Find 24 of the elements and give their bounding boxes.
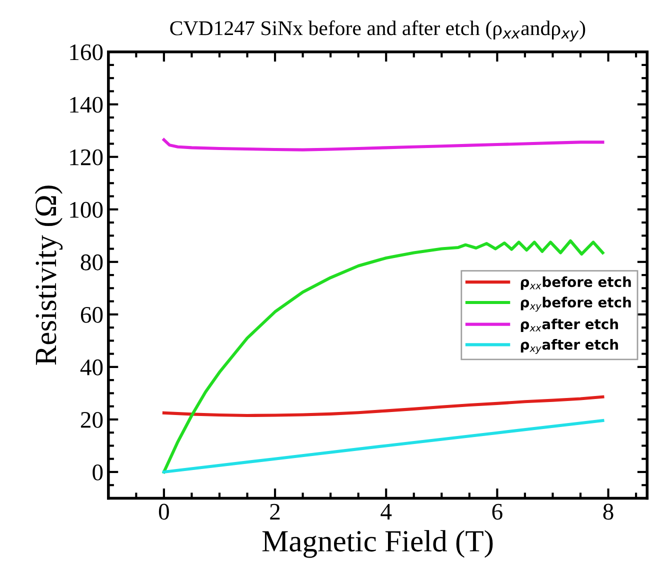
- line-series: [162, 138, 604, 152]
- legend-label: ρ$_{xx}$before etch: [520, 276, 631, 290]
- y-tick-label: 60: [80, 306, 103, 323]
- x-tick-label: 4: [380, 504, 392, 520]
- y-axis-title: Resistivity (Ω): [34, 186, 63, 365]
- legend-label: ρ$_{xy}$before etch: [520, 296, 631, 312]
- y-tick-label: 120: [70, 149, 103, 166]
- x-tick-label: 6: [492, 504, 502, 520]
- x-tick-label: 8: [603, 504, 614, 520]
- line-series: [162, 395, 604, 418]
- x-tick-label: 2: [270, 504, 280, 520]
- legend-label: ρ$_{xy}$after etch: [520, 339, 618, 354]
- y-tick-label: 40: [80, 359, 103, 376]
- chart-title: CVD1247 SiNx before and after etch (ρ$_{xx}$andρ$_{xy}$): [170, 20, 586, 42]
- y-tick-label: 100: [70, 202, 103, 218]
- y-tick-label: 140: [70, 96, 103, 113]
- y-tick-label: 160: [70, 44, 103, 60]
- y-tick-label: 0: [92, 464, 103, 480]
- y-tick-label: 80: [80, 254, 103, 270]
- x-tick-label: 0: [158, 504, 169, 520]
- y-tick-label: 20: [80, 412, 103, 428]
- legend-label: ρ$_{xx}$after etch: [520, 318, 618, 332]
- x-axis-title: Magnetic Field (T): [262, 530, 493, 558]
- line-series: [162, 418, 604, 474]
